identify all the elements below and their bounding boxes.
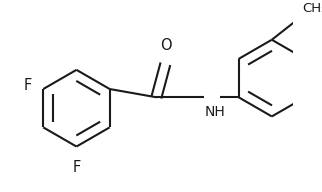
Text: O: O bbox=[160, 38, 172, 53]
Text: F: F bbox=[72, 160, 80, 175]
Text: CH₃: CH₃ bbox=[302, 2, 322, 15]
Text: NH: NH bbox=[205, 105, 226, 119]
Text: F: F bbox=[23, 78, 32, 93]
